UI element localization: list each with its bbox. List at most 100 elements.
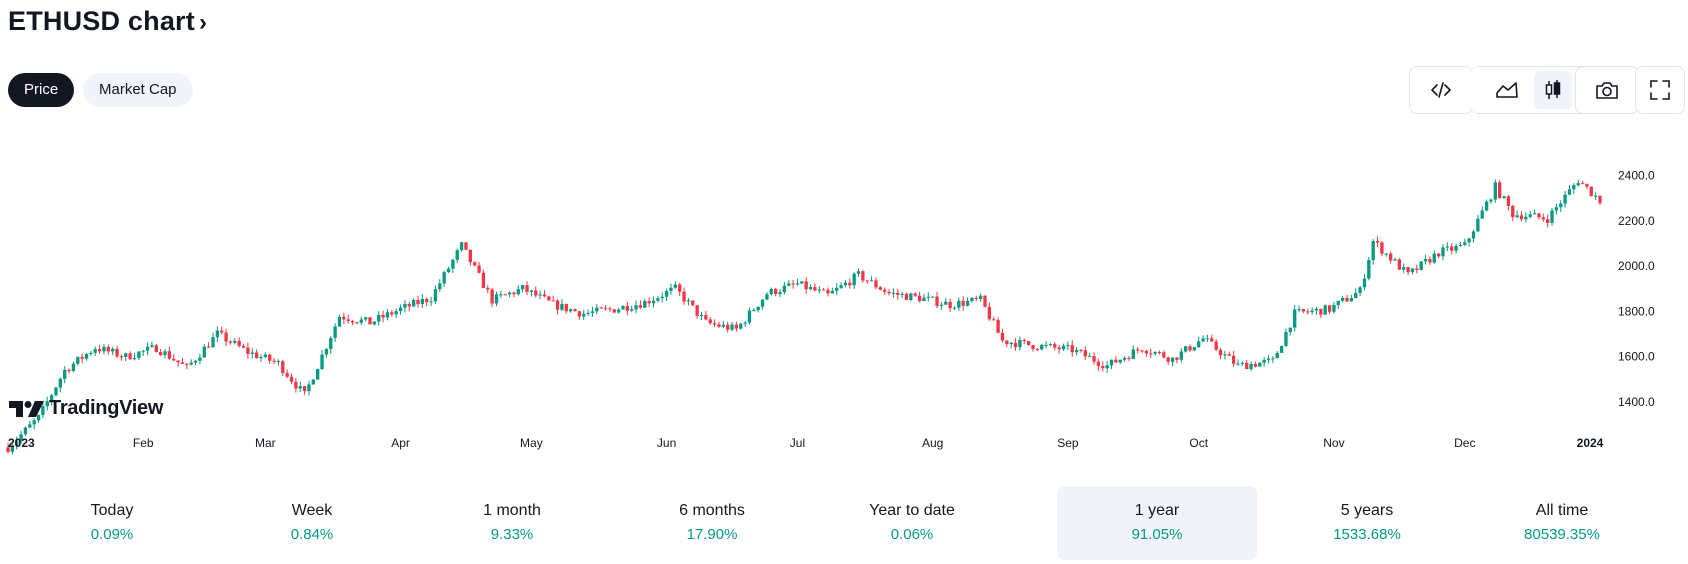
candle-body — [111, 348, 115, 352]
candle-body — [1205, 338, 1210, 340]
candle-body — [1144, 350, 1149, 354]
performance-item-year-to-date[interactable]: Year to date 0.06% — [812, 486, 1012, 560]
candle-body — [1074, 349, 1079, 353]
x-tick-label: May — [520, 436, 543, 450]
candle-body — [1371, 241, 1375, 261]
candle — [337, 314, 342, 327]
candle-body — [817, 289, 821, 291]
candlestick-button[interactable] — [1534, 71, 1572, 109]
performance-item-1-month[interactable]: 1 month 9.33% — [412, 486, 612, 560]
y-tick-label: 1600.0 — [1618, 350, 1655, 364]
candle-body — [89, 352, 93, 354]
candle — [756, 306, 760, 313]
candle — [141, 349, 145, 357]
candle — [1240, 360, 1245, 367]
candle-body — [198, 357, 202, 361]
candle — [931, 296, 935, 298]
candle-body — [337, 316, 342, 327]
candle — [1188, 344, 1192, 352]
candle — [1040, 343, 1044, 351]
candle — [1231, 350, 1236, 368]
candle — [1035, 347, 1040, 352]
candle — [651, 296, 656, 308]
candle — [656, 295, 660, 303]
tradingview-logo[interactable]: TradingView — [9, 397, 163, 420]
candle — [285, 369, 289, 379]
candle-body — [1153, 351, 1157, 354]
candle-body — [407, 304, 411, 307]
candle-body — [359, 319, 363, 323]
page-title[interactable]: ETHUSD chart › — [8, 6, 207, 37]
candle — [1000, 328, 1005, 343]
candle — [1371, 238, 1375, 265]
candle-body — [743, 322, 747, 324]
candle — [1598, 195, 1602, 206]
candle — [1550, 208, 1554, 226]
candle-body — [1541, 217, 1545, 220]
performance-item-6-months[interactable]: 6 months 17.90% — [612, 486, 812, 560]
candle — [555, 299, 560, 315]
candle-body — [625, 305, 630, 311]
candle-body — [411, 299, 416, 307]
candle-body — [54, 387, 58, 396]
candle-body — [141, 350, 145, 352]
candle — [1061, 343, 1066, 352]
candle-body — [329, 338, 333, 349]
candle — [80, 353, 84, 364]
candle — [307, 380, 311, 396]
candle-body — [1319, 308, 1323, 315]
candle-body — [425, 298, 429, 303]
candle-body — [1362, 278, 1367, 288]
candle — [1441, 244, 1445, 261]
candle-body — [1297, 309, 1301, 311]
performance-item-today[interactable]: Today 0.09% — [12, 486, 212, 560]
candle-body — [102, 346, 106, 352]
candle — [220, 326, 224, 335]
candle — [682, 287, 686, 305]
candle — [948, 298, 952, 312]
candle-body — [10, 445, 15, 452]
candle-body — [1550, 210, 1554, 223]
candle — [1423, 254, 1428, 265]
candle — [1214, 339, 1218, 352]
performance-item-week[interactable]: Week 0.84% — [212, 486, 412, 560]
candle-body — [704, 315, 708, 320]
snapshot-button[interactable] — [1575, 66, 1639, 114]
candle — [577, 310, 582, 320]
candle — [708, 317, 712, 326]
candle — [992, 316, 996, 321]
performance-item-1-year[interactable]: 1 year 91.05% — [1057, 486, 1257, 560]
performance-value: 1533.68% — [1333, 526, 1401, 543]
candle — [1279, 345, 1284, 354]
tab-market-cap[interactable]: Market Cap — [83, 73, 193, 107]
performance-item-5-years[interactable]: 5 years 1533.68% — [1267, 486, 1467, 560]
price-chart[interactable]: 2400.0 2200.0 2000.0 1800.0 1600.0 1400.0 202… — [0, 0, 1688, 460]
tab-price[interactable]: Price — [8, 73, 75, 107]
candle-body — [992, 319, 996, 321]
candle — [237, 337, 241, 348]
candle-body — [58, 378, 62, 388]
candle — [215, 326, 220, 343]
performance-item-all-time[interactable]: All time 80539.35% — [1462, 486, 1662, 560]
candle-body — [547, 296, 551, 301]
candle — [808, 284, 813, 291]
area-chart-button[interactable] — [1488, 71, 1526, 109]
candle-body — [773, 288, 778, 295]
candle-body — [481, 272, 486, 289]
candle-body — [577, 311, 582, 317]
candle-body — [1188, 346, 1192, 351]
candle-body — [1179, 351, 1183, 360]
candle — [180, 357, 185, 364]
candle — [202, 344, 206, 358]
candle-body — [372, 321, 377, 325]
x-tick-label: Sep — [1057, 436, 1079, 450]
fullscreen-button[interactable] — [1635, 66, 1685, 114]
candle-body — [346, 319, 350, 322]
candle — [137, 350, 141, 361]
embed-button[interactable] — [1409, 66, 1473, 114]
candle-body — [1428, 258, 1432, 263]
candle-body — [813, 287, 817, 291]
candle — [1009, 342, 1013, 349]
candle — [1236, 359, 1240, 366]
candle-body — [1598, 195, 1602, 204]
